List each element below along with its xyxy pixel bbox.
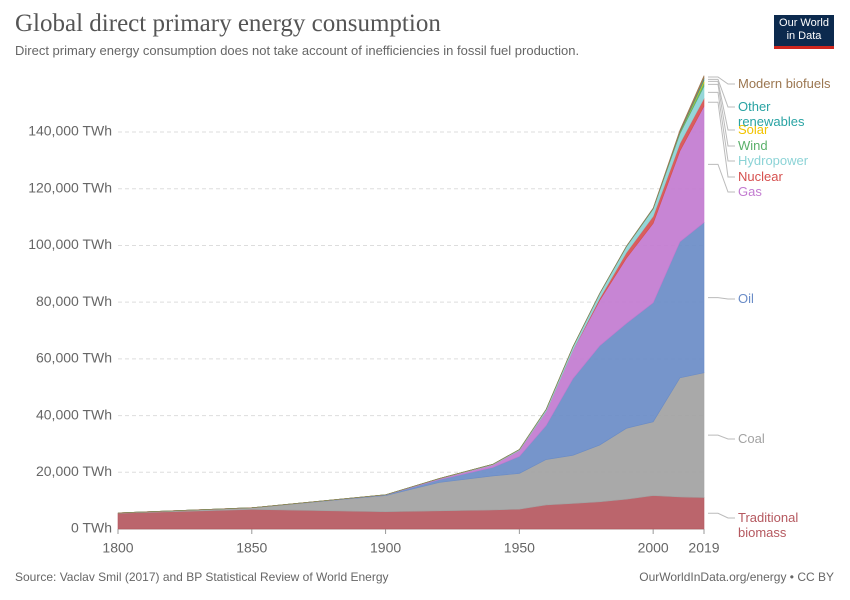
x-tick-label: 1800 [102, 540, 133, 556]
leader-line [708, 101, 735, 178]
x-tick-label: 1950 [504, 540, 535, 556]
leader-line [708, 512, 735, 519]
y-tick-label: 80,000 TWh [36, 293, 112, 309]
y-tick-label: 140,000 TWh [28, 123, 112, 139]
logo[interactable]: Our World in Data [774, 15, 834, 49]
y-tick-label: 0 TWh [71, 520, 112, 536]
chart-subtitle: Direct primary energy consumption does n… [15, 43, 580, 58]
y-tick-label: 100,000 TWh [28, 236, 112, 252]
legend-label: Gas [738, 184, 762, 199]
x-tick-label: 1900 [370, 540, 401, 556]
legend-label: Solar [738, 122, 769, 137]
leader-line [708, 76, 735, 85]
source: Source: Vaclav Smil (2017) and BP Statis… [15, 570, 389, 584]
legend-label: Coal [738, 431, 765, 446]
y-tick-label: 40,000 TWh [36, 406, 112, 422]
credit[interactable]: OurWorldInData.org/energy • CC BY [639, 570, 834, 584]
leader-line [708, 91, 735, 162]
leader-line [708, 80, 735, 131]
leader-line [708, 83, 735, 147]
x-tick-label: 2000 [638, 540, 669, 556]
y-tick-label: 120,000 TWh [28, 179, 112, 195]
y-tick-label: 20,000 TWh [36, 463, 112, 479]
legend-label: Other renewables [738, 99, 805, 129]
legend-label: Hydropower [738, 153, 809, 168]
area [117, 75, 705, 514]
legend-label: Modern biofuels [738, 76, 831, 91]
x-tick-label: 1850 [236, 540, 267, 556]
x-tick-label: 2019 [688, 540, 719, 556]
leader-line [708, 434, 735, 440]
leader-line [708, 297, 735, 300]
leader-line [708, 163, 735, 193]
y-tick-label: 60,000 TWh [36, 350, 112, 366]
leader-line [708, 78, 735, 108]
legend-label: Oil [738, 291, 754, 306]
legend-label: Nuclear [738, 169, 783, 184]
legend-label: Wind [738, 138, 768, 153]
chart-title: Global direct primary energy consumption [15, 10, 441, 37]
legend-label: Traditional biomass [738, 510, 799, 540]
